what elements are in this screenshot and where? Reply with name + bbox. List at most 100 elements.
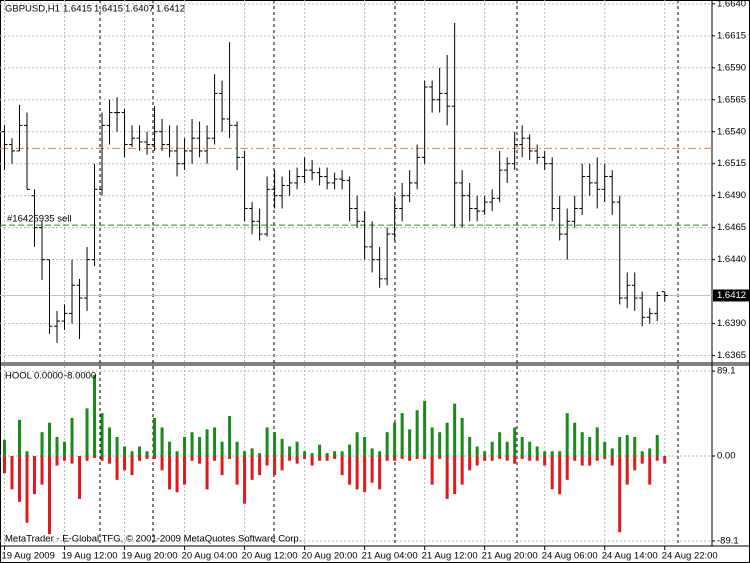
histogram-bar xyxy=(280,438,284,457)
histogram-bar xyxy=(528,441,532,457)
histogram-bar xyxy=(468,436,472,457)
x-tick-label: 19 Aug 2009 xyxy=(2,551,55,562)
x-tick-label: 20 Aug 12:00 xyxy=(242,551,298,562)
indicator-value: -8.0000 xyxy=(64,371,96,382)
histogram-bar xyxy=(648,448,652,457)
histogram-bar xyxy=(123,446,127,457)
y-tick-label: 1.6565 xyxy=(717,94,746,105)
histogram-bar xyxy=(273,432,277,457)
histogram-bar xyxy=(273,456,277,476)
header-close: 1.6412 xyxy=(156,4,185,15)
histogram-bar xyxy=(258,456,262,476)
y-tick-label: 1.6365 xyxy=(717,350,746,361)
y-tick-label: 1.6540 xyxy=(717,126,746,137)
histogram-bar xyxy=(588,436,592,457)
histogram-bar xyxy=(445,456,449,499)
histogram-bar xyxy=(640,456,644,464)
histogram-bar xyxy=(625,456,629,485)
x-tick-label: 19 Aug 12:00 xyxy=(62,551,118,562)
histogram-bar xyxy=(145,451,149,457)
header-high: 1.6415 xyxy=(94,4,123,15)
header-open: 1.6415 xyxy=(63,4,92,15)
histogram-bar xyxy=(228,456,232,459)
histogram-bar xyxy=(648,456,652,485)
histogram-bar xyxy=(603,441,607,457)
histogram-bar xyxy=(108,456,112,464)
histogram-bar xyxy=(115,456,119,480)
histogram-bar xyxy=(558,451,562,457)
histogram-bar xyxy=(265,427,269,457)
histogram-bar xyxy=(235,441,239,457)
histogram-bar xyxy=(153,456,157,459)
x-tick-label: 24 Aug 22:00 xyxy=(662,551,718,562)
histogram-bar xyxy=(40,456,44,485)
histogram-bar xyxy=(33,456,37,495)
x-tick-label: 21 Aug 12:00 xyxy=(422,551,478,562)
histogram-bar xyxy=(460,456,464,485)
histogram-bar xyxy=(310,453,314,457)
histogram-bar xyxy=(393,422,397,457)
histogram-bar xyxy=(588,456,592,466)
y-tick-label: 89.1 xyxy=(717,366,736,377)
histogram-bar xyxy=(490,456,494,461)
histogram-bar xyxy=(498,432,502,457)
histogram-bar xyxy=(483,456,487,461)
histogram-bar xyxy=(528,456,532,461)
histogram-bar xyxy=(580,432,584,457)
histogram-bar xyxy=(145,456,149,459)
histogram-bar xyxy=(303,451,307,457)
y-tick-label: 1.6590 xyxy=(717,62,746,73)
histogram-bar xyxy=(123,456,127,471)
histogram-bar xyxy=(355,456,359,490)
histogram-bar xyxy=(535,446,539,457)
y-tick-label: 1.6515 xyxy=(717,158,746,169)
histogram-bar xyxy=(475,446,479,457)
histogram-bar xyxy=(363,456,367,493)
histogram-bar xyxy=(325,453,329,457)
histogram-bar xyxy=(460,417,464,457)
histogram-bar xyxy=(168,456,172,490)
histogram-bar xyxy=(415,456,419,459)
histogram-bar xyxy=(18,419,22,457)
header-low: 1.6407 xyxy=(125,4,154,15)
x-tick-label: 20 Aug 04:00 xyxy=(182,551,238,562)
histogram-bar xyxy=(63,456,67,461)
histogram-bar xyxy=(93,456,97,458)
histogram-bar xyxy=(198,436,202,457)
histogram-bar xyxy=(385,432,389,457)
y-tick-label: 0.00 xyxy=(717,451,736,462)
histogram-bar xyxy=(258,453,262,457)
histogram-bar xyxy=(603,456,607,459)
histogram-bar xyxy=(213,456,217,461)
histogram-bar xyxy=(378,456,382,490)
histogram-bar xyxy=(40,432,44,457)
histogram-bar xyxy=(513,427,517,457)
histogram-bar xyxy=(108,427,112,457)
indicator-title: HOOL xyxy=(5,371,32,382)
histogram-bar xyxy=(393,456,397,461)
symbol-title: GBPUSD,H1 xyxy=(5,4,60,15)
histogram-bar xyxy=(595,427,599,457)
y-tick-label: 1.6390 xyxy=(717,318,746,329)
histogram-bar xyxy=(160,427,164,457)
histogram-bar xyxy=(10,456,14,490)
histogram-bar xyxy=(205,429,209,457)
histogram-bar xyxy=(168,441,172,457)
histogram-bar xyxy=(100,413,104,457)
histogram-bar xyxy=(295,456,299,464)
histogram-bar xyxy=(415,410,419,457)
histogram-bar xyxy=(130,451,134,457)
histogram-bar xyxy=(423,400,427,457)
histogram-bar xyxy=(580,456,584,466)
histogram-bar xyxy=(70,456,74,464)
histogram-bar xyxy=(55,456,59,466)
histogram-bar xyxy=(655,456,659,461)
histogram-bar xyxy=(558,456,562,495)
histogram-bar xyxy=(318,444,322,457)
histogram-bar xyxy=(348,456,352,485)
histogram-bar xyxy=(633,456,637,471)
histogram-bar xyxy=(408,456,412,461)
histogram-bar xyxy=(505,456,509,461)
histogram-bar xyxy=(288,446,292,457)
histogram-bar xyxy=(100,456,104,461)
